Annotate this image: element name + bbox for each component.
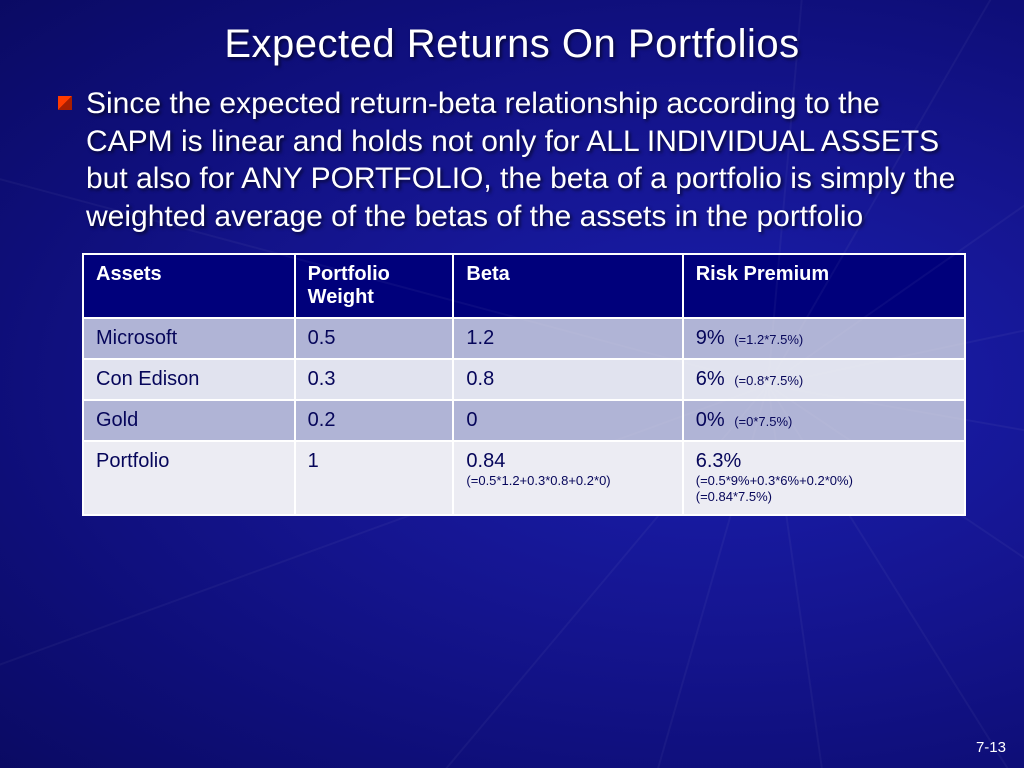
col-risk-premium: Risk Premium (683, 254, 965, 318)
cell-weight: 0.2 (295, 400, 454, 441)
table-row: Gold 0.2 0 0% (=0*7.5%) (83, 400, 965, 441)
cell-beta: 0.8 (453, 359, 682, 400)
col-assets: Assets (83, 254, 295, 318)
cell-asset: Con Edison (83, 359, 295, 400)
rp-formula: (=1.2*7.5%) (734, 332, 803, 347)
cell-weight: 0.5 (295, 318, 454, 359)
table-row: Microsoft 0.5 1.2 9% (=1.2*7.5%) (83, 318, 965, 359)
slide-body: Since the expected return-beta relations… (0, 67, 1024, 235)
beta-value: 0.84 (466, 450, 505, 472)
cell-risk-premium: 6.3% (=0.5*9%+0.3*6%+0.2*0%) (=0.84*7.5%… (683, 441, 965, 515)
table-row: Portfolio 1 0.84 (=0.5*1.2+0.3*0.8+0.2*0… (83, 441, 965, 515)
rp-value: 6% (696, 368, 725, 390)
slide-title: Expected Returns On Portfolios (0, 0, 1024, 67)
rp-value: 6.3% (696, 450, 742, 472)
cell-asset: Microsoft (83, 318, 295, 359)
table-row: Con Edison 0.3 0.8 6% (=0.8*7.5%) (83, 359, 965, 400)
bullet-text: Since the expected return-beta relations… (86, 85, 966, 235)
table-header-row: Assets Portfolio Weight Beta Risk Premiu… (83, 254, 965, 318)
rp-formula: (=0.5*9%+0.3*6%+0.2*0%) (696, 473, 952, 489)
rp-formula: (=0.84*7.5%) (696, 489, 952, 505)
cell-weight: 1 (295, 441, 454, 515)
cell-beta: 0 (453, 400, 682, 441)
beta-formula: (=0.5*1.2+0.3*0.8+0.2*0) (466, 473, 669, 489)
rp-formula: (=0.8*7.5%) (734, 373, 803, 388)
portfolio-table: Assets Portfolio Weight Beta Risk Premiu… (82, 253, 966, 516)
bullet-icon (58, 96, 72, 110)
col-beta: Beta (453, 254, 682, 318)
cell-asset: Portfolio (83, 441, 295, 515)
rp-formula: (=0*7.5%) (734, 414, 792, 429)
cell-risk-premium: 9% (=1.2*7.5%) (683, 318, 965, 359)
cell-asset: Gold (83, 400, 295, 441)
bullet-item: Since the expected return-beta relations… (58, 85, 966, 235)
cell-beta: 1.2 (453, 318, 682, 359)
cell-risk-premium: 6% (=0.8*7.5%) (683, 359, 965, 400)
page-number: 7-13 (976, 739, 1006, 756)
rp-value: 9% (696, 327, 725, 349)
cell-beta: 0.84 (=0.5*1.2+0.3*0.8+0.2*0) (453, 441, 682, 515)
col-weight: Portfolio Weight (295, 254, 454, 318)
rp-value: 0% (696, 409, 725, 431)
cell-weight: 0.3 (295, 359, 454, 400)
cell-risk-premium: 0% (=0*7.5%) (683, 400, 965, 441)
